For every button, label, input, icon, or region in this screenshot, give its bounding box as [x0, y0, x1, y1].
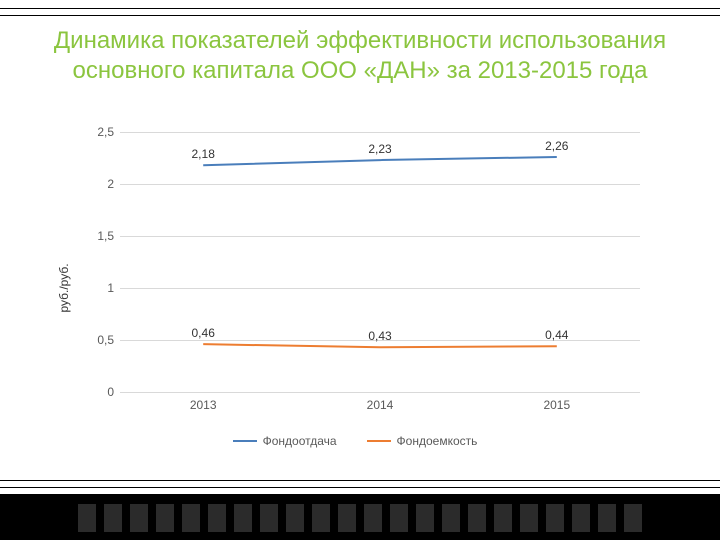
x-tick-label: 2013 — [190, 398, 217, 412]
chart-container: руб./руб. 0 0,5 1 1,5 2 2,5 2013 2014 2015 2,18 2,… — [60, 128, 650, 448]
top-decorative-stripes — [0, 8, 720, 16]
data-label: 2,23 — [368, 142, 391, 156]
y-tick-label: 1 — [107, 281, 114, 295]
piano-key — [416, 504, 434, 532]
legend-label: Фондоемкость — [397, 434, 478, 448]
piano-key — [390, 504, 408, 532]
piano-key — [156, 504, 174, 532]
data-label: 2,18 — [192, 147, 215, 161]
legend-item: Фондоемкость — [367, 434, 478, 448]
legend-label: Фондоотдача — [263, 434, 337, 448]
data-label: 2,26 — [545, 139, 568, 153]
piano-key — [234, 504, 252, 532]
piano-pattern — [0, 504, 720, 540]
piano-key — [546, 504, 564, 532]
piano-key — [468, 504, 486, 532]
x-tick-label: 2015 — [543, 398, 570, 412]
piano-key — [442, 504, 460, 532]
piano-key — [130, 504, 148, 532]
slide: Динамика показателей эффективности испол… — [0, 0, 720, 540]
line-svg — [120, 132, 640, 392]
plot-area: 00,511,522,52013201420152,182,232,260,46… — [120, 132, 640, 392]
y-tick-label: 2,5 — [97, 125, 114, 139]
y-tick-label: 1,5 — [97, 229, 114, 243]
piano-key — [104, 504, 122, 532]
piano-key — [338, 504, 356, 532]
piano-key — [364, 504, 382, 532]
y-axis-label: руб./руб. — [57, 263, 71, 312]
legend-swatch — [233, 440, 257, 442]
piano-key — [78, 504, 96, 532]
legend: Фондоотдача Фондоемкость — [60, 434, 650, 448]
piano-key — [182, 504, 200, 532]
series-line — [203, 344, 557, 347]
piano-key — [286, 504, 304, 532]
piano-key — [260, 504, 278, 532]
piano-key — [572, 504, 590, 532]
piano-key — [208, 504, 226, 532]
piano-key — [520, 504, 538, 532]
data-label: 0,44 — [545, 328, 568, 342]
data-label: 0,46 — [192, 326, 215, 340]
bottom-decorative-area — [0, 480, 720, 540]
data-label: 0,43 — [368, 329, 391, 343]
piano-key — [624, 504, 642, 532]
series-line — [203, 157, 557, 165]
piano-key — [598, 504, 616, 532]
y-tick-label: 0,5 — [97, 333, 114, 347]
x-tick-label: 2014 — [367, 398, 394, 412]
piano-key — [494, 504, 512, 532]
legend-item: Фондоотдача — [233, 434, 337, 448]
gridline — [120, 392, 640, 393]
legend-swatch — [367, 440, 391, 442]
piano-key — [312, 504, 330, 532]
slide-title: Динамика показателей эффективности испол… — [40, 26, 680, 86]
y-tick-label: 0 — [107, 385, 114, 399]
y-tick-label: 2 — [107, 177, 114, 191]
